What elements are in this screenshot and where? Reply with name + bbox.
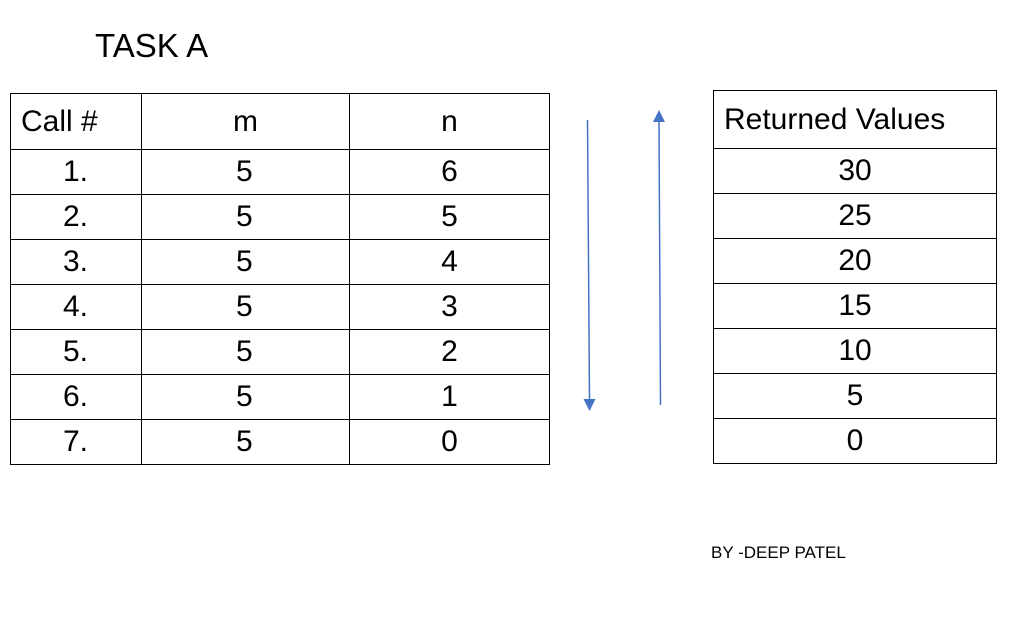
call-number-cell: 3. <box>10 239 142 285</box>
header-n: n <box>349 93 550 150</box>
call-number-cell: 4. <box>10 284 142 330</box>
n-cell: 1 <box>349 374 550 420</box>
arrow-down-icon <box>583 119 596 411</box>
call-number-cell: 6. <box>10 374 142 420</box>
table-row: 5 <box>713 373 997 419</box>
m-cell: 5 <box>141 284 350 330</box>
returned-value-cell: 15 <box>713 283 997 329</box>
returned-value-cell: 10 <box>713 328 997 374</box>
call-number-cell: 1. <box>10 149 142 195</box>
call-number-cell: 2. <box>10 194 142 240</box>
author-credit: BY -DEEP PATEL <box>711 543 846 562</box>
m-cell: 5 <box>141 419 350 465</box>
returned-values-table: Returned Values 30 25 20 15 10 5 0 <box>713 90 997 464</box>
table-row: 6. 5 1 <box>10 374 550 420</box>
m-cell: 5 <box>141 239 350 285</box>
n-cell: 5 <box>349 194 550 240</box>
m-cell: 5 <box>141 194 350 240</box>
table-row: 2. 5 5 <box>10 194 550 240</box>
returned-value-cell: 30 <box>713 148 997 194</box>
table-row: 4. 5 3 <box>10 284 550 330</box>
header-m: m <box>141 93 350 150</box>
table-row: 30 <box>713 148 997 194</box>
returned-value-cell: 0 <box>713 418 997 464</box>
m-cell: 5 <box>141 149 350 195</box>
m-cell: 5 <box>141 374 350 420</box>
returned-values-header-row: Returned Values <box>713 90 997 149</box>
m-cell: 5 <box>141 329 350 375</box>
returned-value-cell: 20 <box>713 238 997 284</box>
calls-table: Call # m n 1. 5 6 2. 5 5 3. 5 4 4. 5 3 5… <box>10 93 550 465</box>
table-row: 15 <box>713 283 997 329</box>
table-row: 7. 5 0 <box>10 419 550 465</box>
n-cell: 0 <box>349 419 550 465</box>
returned-value-cell: 25 <box>713 193 997 239</box>
table-row: 5. 5 2 <box>10 329 550 375</box>
header-call-number: Call # <box>10 93 142 150</box>
arrow-up-icon <box>653 110 665 406</box>
returned-value-cell: 5 <box>713 373 997 419</box>
table-row: 1. 5 6 <box>10 149 550 195</box>
n-cell: 6 <box>349 149 550 195</box>
n-cell: 4 <box>349 239 550 285</box>
calls-table-header-row: Call # m n <box>10 93 550 150</box>
table-row: 0 <box>713 418 997 464</box>
header-returned-values: Returned Values <box>713 90 997 149</box>
table-row: 3. 5 4 <box>10 239 550 285</box>
n-cell: 3 <box>349 284 550 330</box>
table-row: 10 <box>713 328 997 374</box>
call-number-cell: 5. <box>10 329 142 375</box>
table-row: 25 <box>713 193 997 239</box>
n-cell: 2 <box>349 329 550 375</box>
call-return-arrows <box>583 110 665 411</box>
call-number-cell: 7. <box>10 419 142 465</box>
page-title: TASK A <box>95 27 209 64</box>
table-row: 20 <box>713 238 997 284</box>
